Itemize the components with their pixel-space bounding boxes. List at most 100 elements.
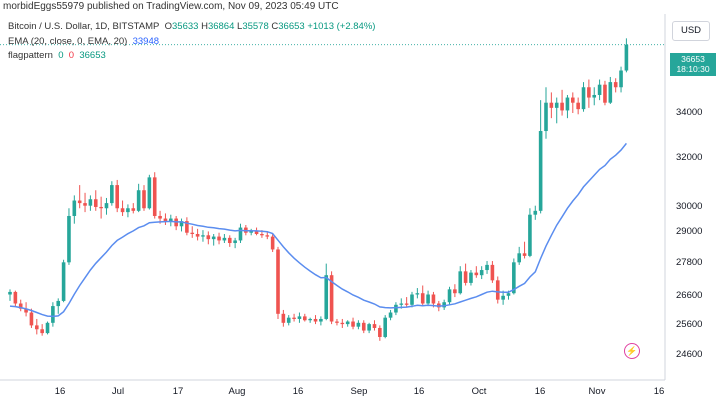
candle-down [560,102,564,111]
candle-up [297,316,302,319]
candle-up [201,235,205,237]
candle-down [463,271,468,283]
candle-down [77,200,82,204]
high-label: H [201,21,208,32]
candle-down [404,303,409,305]
candle-down [522,253,527,256]
candle-up [126,208,130,213]
candle-up [72,200,77,216]
open-label: O [164,21,173,32]
candle-up [56,300,61,307]
candle-down [163,218,168,222]
candle-down [185,221,189,233]
price-tick-label: 24600 [676,349,703,360]
candle-down [431,294,436,304]
flagpattern-value-c: 36653 [79,50,106,61]
close-value: 36653 [278,21,305,32]
candle-down [603,84,607,103]
lightning-icon[interactable]: ⚡ [624,343,640,359]
candle-up [367,324,371,331]
flagpattern-value-b: 0 [68,50,75,61]
candle-down [83,203,87,206]
last-price-tag: 36653 18:10:30 [670,53,716,76]
flagpattern-row: flagpattern 0 0 36653 [8,49,375,64]
low-label: L [237,21,243,32]
candle-down [152,177,157,216]
candle-up [104,203,109,209]
price-tick-label: 27800 [676,257,703,268]
candle-up [506,293,511,296]
candle-up [356,322,361,327]
candle-up [479,270,484,276]
change-value: +1013 (+2.84%) [307,21,376,32]
candle-up [147,177,152,209]
candle-down [142,190,146,209]
candle-up [345,321,350,325]
candle-up [61,262,66,301]
low-value: 35578 [242,21,269,32]
ema-label[interactable]: EMA (20, close, 0, EMA, 20) [8,35,128,47]
candle-up [211,236,216,240]
candle-down [270,236,275,250]
ema-value: 33948 [132,35,160,47]
candle-down [361,322,366,331]
candle-down [281,313,286,323]
candle-down [329,275,334,322]
close-label: C [271,21,279,32]
candle-up [67,215,71,263]
candle-up [319,318,323,322]
candle-down [195,234,200,237]
candle-down [254,231,259,234]
candle-down [206,235,211,240]
candle-up [45,322,50,334]
candle-down [351,321,355,327]
candle-up [110,185,114,204]
candle-down [227,237,232,244]
publish-line: morbidEggs55979 published on TradingView… [3,1,339,12]
candle-down [495,280,500,300]
symbol-title[interactable]: Bitcoin / U.S. Dollar, 1D, BITSTAMP [8,21,160,32]
open-value: 35633 [172,21,199,32]
candle-down [158,215,162,219]
chart-legend: Bitcoin / U.S. Dollar, 1D, BITSTAMP O356… [8,20,375,64]
candle-up [233,240,237,244]
candle-down [292,317,296,319]
candle-up [597,84,602,95]
flagpattern-label[interactable]: flagpattern [8,50,53,61]
price-tick-label: 34000 [676,107,703,118]
time-tick-label: 16 [534,386,546,397]
candle-up [394,304,398,313]
price-tick-label: 30000 [676,201,703,212]
time-tick-label: 17 [172,386,184,397]
candle-down [303,316,307,321]
candle-up [222,237,227,241]
candle-down [474,272,479,276]
candle-up [8,291,12,295]
candle-up [544,102,548,132]
candle-up [51,306,55,323]
candle-up [447,289,452,303]
currency-button[interactable]: USD [672,21,710,41]
time-tick-label: Aug [228,386,246,397]
price-tick-label: 29000 [676,226,703,237]
candle-up [383,317,387,337]
candle-down [265,235,270,237]
candle-up [426,294,430,304]
candle-up [249,231,253,233]
last-price: 36653 [681,54,705,64]
candle-up [554,102,559,108]
candle-up [565,97,570,111]
candle-down [29,312,34,326]
candle-down [260,234,264,236]
candle-down [576,102,580,110]
time-tick-label: 16 [292,386,304,397]
symbol-row: Bitcoin / U.S. Dollar, 1D, BITSTAMP O356… [8,20,375,35]
candle-up [619,70,623,88]
candle-down [453,289,457,294]
candle-up [88,199,93,206]
candle-up [458,271,463,294]
candle-down [613,82,618,88]
candle-up [581,87,586,110]
high-value: 36864 [207,21,235,32]
